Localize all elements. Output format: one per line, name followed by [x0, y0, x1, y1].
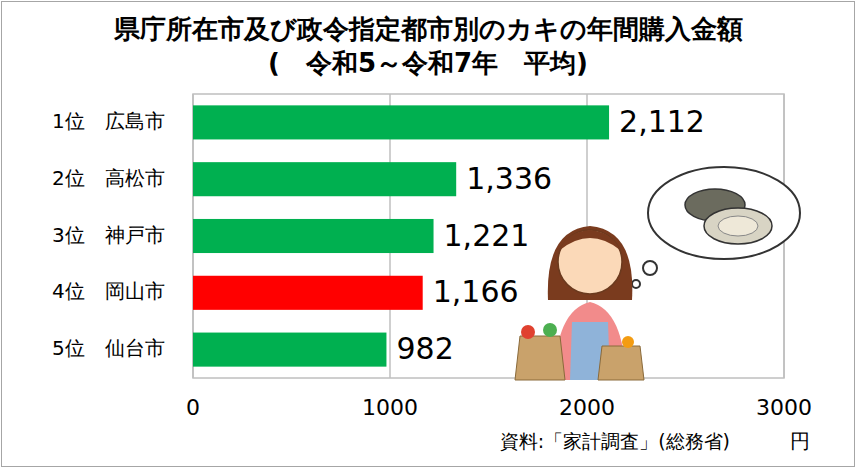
- tick-label: 3000: [756, 395, 812, 420]
- vegetable: [622, 336, 634, 348]
- hair: [548, 226, 633, 300]
- bag: [598, 346, 644, 380]
- data-label: 2,112: [619, 104, 705, 139]
- category-label: 3位 神戸市: [52, 223, 165, 247]
- thought-bubble: [648, 167, 800, 259]
- bars: [193, 105, 609, 366]
- bar: [193, 162, 456, 196]
- face: [558, 230, 622, 294]
- frame: [2, 2, 855, 467]
- data-label: 1,166: [433, 274, 519, 309]
- axis-title: 円: [790, 429, 810, 453]
- thought-dot: [643, 261, 657, 275]
- title: 県庁所在市及び政令指定都市別のカキの年間購入金額: [113, 14, 743, 44]
- tick-label: 1000: [362, 395, 418, 420]
- tick-label: 2000: [559, 395, 615, 420]
- bar: [193, 219, 434, 253]
- bar: [193, 276, 423, 310]
- data-label: 1,221: [444, 218, 530, 253]
- oyster: [718, 216, 758, 236]
- tick-label: 0: [186, 395, 200, 420]
- bag: [515, 336, 565, 380]
- category-label: 2位 高松市: [52, 166, 165, 190]
- vegetable: [543, 323, 557, 337]
- bar: [193, 105, 609, 139]
- thought-dot: [632, 280, 640, 288]
- hair: [560, 230, 620, 250]
- bar: [193, 333, 386, 367]
- data-label: 982: [396, 331, 453, 366]
- category-label: 5位 仙台市: [52, 336, 165, 360]
- illustration: [515, 167, 800, 380]
- data-label: 1,336: [466, 161, 552, 196]
- subtitle: ( 令和5～令和7年 平均): [268, 48, 588, 78]
- chart: 県庁所在市及び政令指定都市別のカキの年間購入金額 ( 令和5～令和7年 平均) 0 1…: [0, 0, 856, 468]
- category-label: 4位 岡山市: [52, 279, 165, 303]
- source-note: 資料:「家計調査」(総務省): [500, 430, 730, 452]
- oyster: [704, 208, 772, 244]
- vegetable: [521, 325, 535, 339]
- category-label: 1位 広島市: [52, 109, 165, 133]
